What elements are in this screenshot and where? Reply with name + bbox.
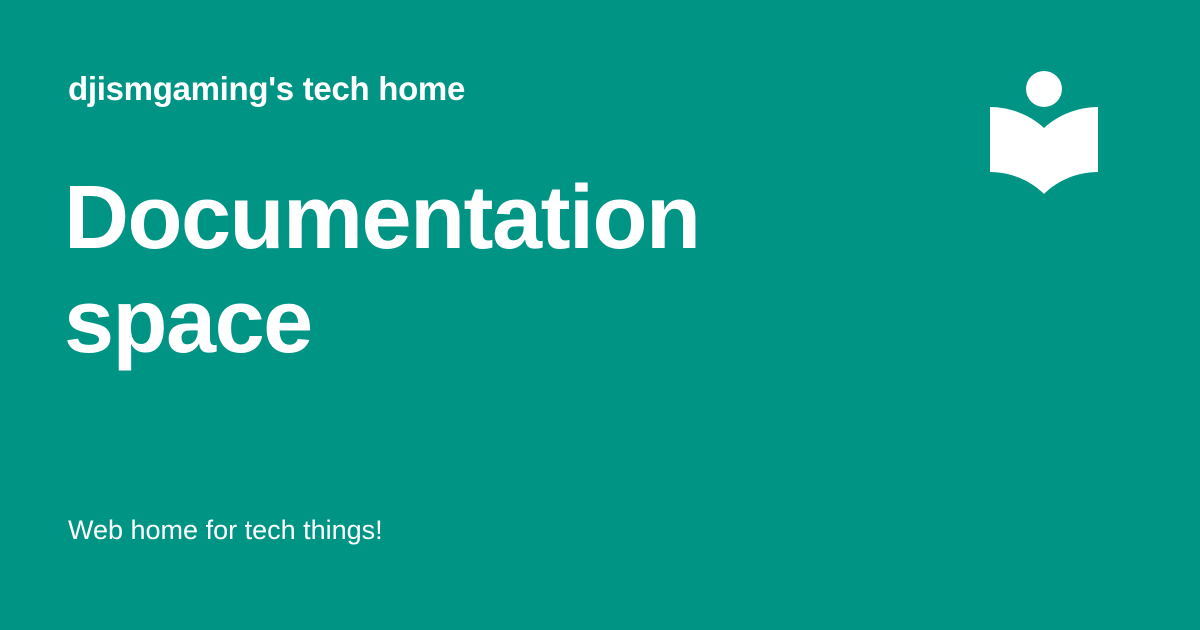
page-title-line-1: Documentation xyxy=(64,168,701,268)
page-title: Documentation space xyxy=(64,166,824,374)
page-title-line-2: space xyxy=(64,272,313,372)
tagline: Web home for tech things! xyxy=(68,515,383,545)
reader-book-icon xyxy=(988,70,1100,198)
site-name: djismgaming's tech home xyxy=(68,70,466,107)
